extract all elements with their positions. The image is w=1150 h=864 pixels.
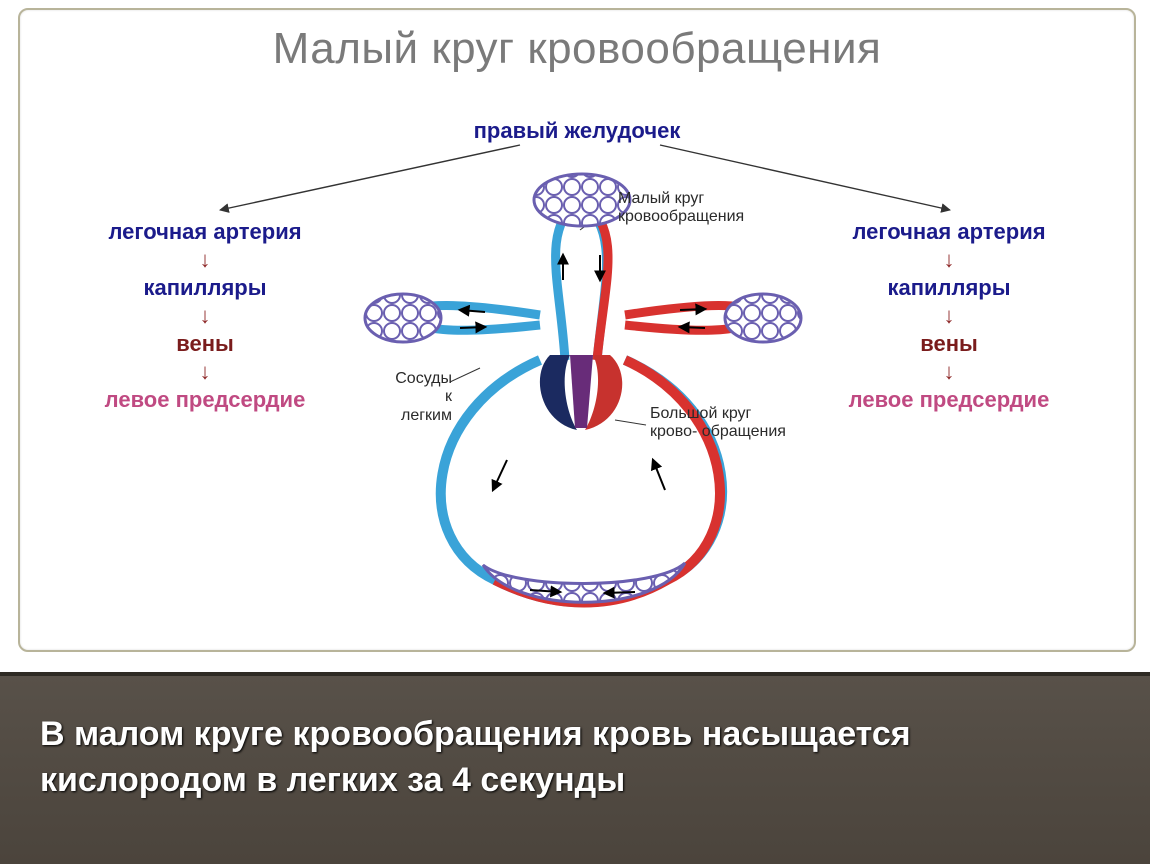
down-arrow-icon: ↓ xyxy=(80,361,330,383)
bottom-band: В малом круге кровообращения кровь насыщ… xyxy=(0,672,1150,864)
flow-item: вены xyxy=(80,331,330,357)
right-flow-list: легочная артерия ↓ капилляры ↓ вены ↓ ле… xyxy=(824,215,1074,417)
flow-item: легочная артерия xyxy=(824,219,1074,245)
diagram-label-small-circle: Малый круг кровообращения xyxy=(618,190,788,227)
flow-item: левое предсердие xyxy=(80,387,330,413)
down-arrow-icon: ↓ xyxy=(824,249,1074,271)
left-flow-list: легочная артерия ↓ капилляры ↓ вены ↓ ле… xyxy=(80,215,330,417)
slide: Малый круг кровообращения правый желудоч… xyxy=(0,0,1150,864)
diagram-label-vessels-to-lungs: Сосуды к легким xyxy=(392,370,452,425)
flow-item: левое предсердие xyxy=(824,387,1074,413)
flow-item: легочная артерия xyxy=(80,219,330,245)
diagram-label-big-circle: Большой круг крово- обращения xyxy=(650,405,790,442)
down-arrow-icon: ↓ xyxy=(824,305,1074,327)
down-arrow-icon: ↓ xyxy=(80,305,330,327)
flow-item: капилляры xyxy=(80,275,330,301)
content-panel: Малый круг кровообращения правый желудоч… xyxy=(18,8,1136,652)
down-arrow-icon: ↓ xyxy=(824,361,1074,383)
bottom-caption: В малом круге кровообращения кровь насыщ… xyxy=(40,712,1110,804)
flow-item: вены xyxy=(824,331,1074,357)
down-arrow-icon: ↓ xyxy=(80,249,330,271)
flow-item: капилляры xyxy=(824,275,1074,301)
